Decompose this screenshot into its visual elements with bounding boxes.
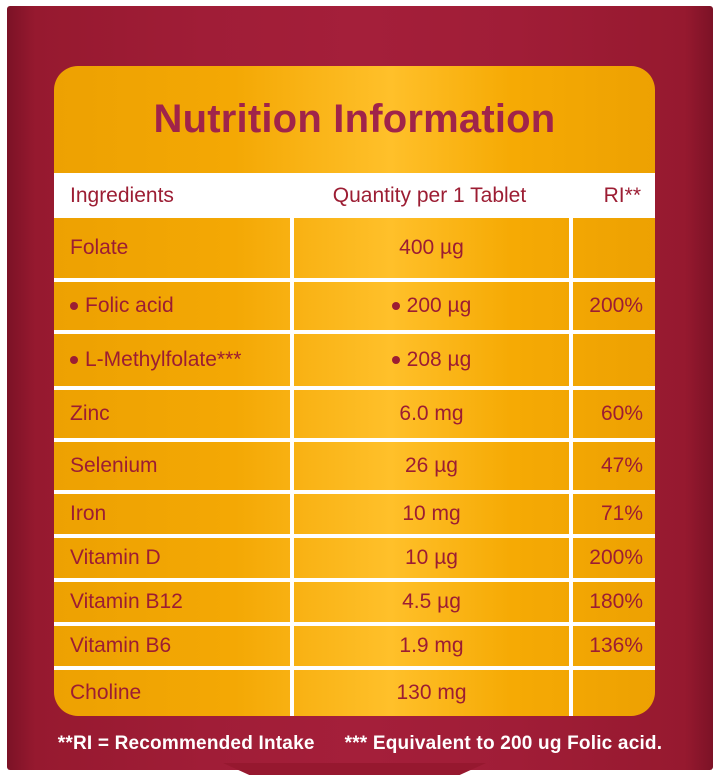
ingredient-cell: Vitamin B12 [54, 582, 290, 622]
table-row: Vitamin B6 1.9 mg 136% [54, 622, 655, 666]
ri-cell: 200% [569, 282, 655, 330]
table-row: Iron 10 mg 71% [54, 490, 655, 534]
ri-cell: 200% [569, 538, 655, 578]
header-quantity: Quantity per 1 Tablet [332, 183, 527, 207]
quantity-cell: 130 mg [290, 670, 569, 716]
ingredient-name: L-Methylfolate*** [85, 348, 242, 371]
table-row: Selenium 26 µg 47% [54, 438, 655, 490]
table-row: L-Methylfolate*** 208 µg [54, 330, 655, 386]
ingredient-cell: Vitamin B6 [54, 626, 290, 666]
ri-value: 60% [600, 402, 643, 425]
ingredient-name: Selenium [70, 454, 158, 477]
ri-cell [569, 334, 655, 386]
quantity-cell: 10 mg [290, 494, 569, 534]
quantity-cell: 400 µg [290, 218, 569, 278]
ri-cell: 136% [569, 626, 655, 666]
ingredient-name: Folic acid [85, 294, 174, 317]
table-body: Folate 400 µg Folic acid 200 µg 200% L-Methyl… [54, 218, 655, 716]
bullet-dot [70, 302, 78, 310]
quantity-value: 6.0 mg [399, 402, 464, 425]
bullet-dot [70, 356, 78, 364]
ingredient-name: Vitamin D [70, 546, 161, 569]
table-header-row: Ingredients Quantity per 1 Tablet RI** [54, 173, 655, 218]
bullet-dot [391, 356, 400, 364]
ri-value: 47% [600, 454, 643, 477]
ri-value: 136% [589, 634, 643, 657]
page-title: Nutrition Information [153, 97, 556, 141]
footnote-band: **RI = Recommended Intake *** Equivalent… [7, 718, 713, 770]
package-bottom-tab [223, 763, 486, 775]
ri-cell: 60% [569, 390, 655, 438]
ri-cell: 180% [569, 582, 655, 622]
ingredient-name: Zinc [70, 402, 110, 425]
ingredient-cell: Selenium [54, 442, 290, 490]
title-area: Nutrition Information [54, 66, 655, 173]
ingredient-name: Choline [70, 681, 142, 704]
quantity-cell: 10 µg [290, 538, 569, 578]
table-row: Folic acid 200 µg 200% [54, 278, 655, 330]
ingredient-name: Folate [70, 236, 129, 259]
table-row: Vitamin D 10 µg 200% [54, 534, 655, 578]
ri-cell: 71% [569, 494, 655, 534]
quantity-cell: 26 µg [290, 442, 569, 490]
ingredient-cell: Folate [54, 218, 290, 278]
quantity-value: 1.9 mg [399, 634, 464, 657]
quantity-value: 10 mg [402, 502, 461, 525]
ri-value: 71% [600, 502, 643, 525]
nutrition-label: Nutrition Information Ingredients Quanti… [54, 66, 655, 716]
quantity-cell: 200 µg [290, 282, 569, 330]
table-row: Vitamin B12 4.5 µg 180% [54, 578, 655, 622]
ingredient-cell: Folic acid [54, 282, 290, 330]
ri-value: 200% [589, 294, 643, 317]
quantity-value: 200 µg [406, 294, 472, 317]
bullet-dot [391, 302, 400, 310]
ri-cell [569, 218, 655, 278]
table-row: Zinc 6.0 mg 60% [54, 386, 655, 438]
quantity-value: 130 mg [396, 681, 467, 704]
header-ri: RI** [603, 183, 641, 207]
quantity-cell: 1.9 mg [290, 626, 569, 666]
ingredient-cell: L-Methylfolate*** [54, 334, 290, 386]
header-ingredients: Ingredients [70, 183, 174, 207]
ingredient-name: Iron [70, 502, 107, 525]
ri-value: 200% [589, 546, 643, 569]
ingredient-cell: Vitamin D [54, 538, 290, 578]
footnote-equivalent: *** Equivalent to 200 ug Folic acid. [344, 733, 663, 754]
quantity-value: 26 µg [405, 454, 458, 477]
ri-value: 180% [589, 590, 643, 613]
ingredient-name: Vitamin B6 [70, 634, 172, 657]
ingredient-cell: Choline [54, 670, 290, 716]
ri-cell: 47% [569, 442, 655, 490]
quantity-cell: 6.0 mg [290, 390, 569, 438]
ingredient-name: Vitamin B12 [70, 590, 183, 613]
quantity-cell: 4.5 µg [290, 582, 569, 622]
quantity-cell: 208 µg [290, 334, 569, 386]
quantity-value: 208 µg [406, 348, 472, 371]
package-panel: Nutrition Information Ingredients Quanti… [7, 6, 713, 770]
quantity-value: 10 µg [405, 546, 458, 569]
quantity-value: 400 µg [399, 236, 464, 259]
ri-cell [569, 670, 655, 716]
quantity-value: 4.5 µg [402, 590, 461, 613]
ingredient-cell: Iron [54, 494, 290, 534]
table-row: Choline 130 mg [54, 666, 655, 716]
table-row: Folate 400 µg [54, 218, 655, 278]
ingredient-cell: Zinc [54, 390, 290, 438]
footnote-ri: **RI = Recommended Intake [57, 733, 315, 754]
